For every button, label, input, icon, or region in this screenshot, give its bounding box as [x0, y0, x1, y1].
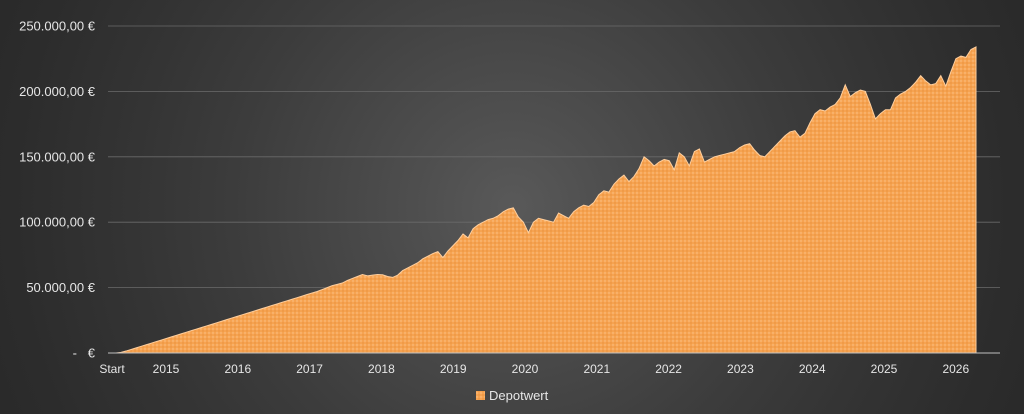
x-tick-label: 2022 [655, 362, 682, 376]
x-tick-label: 2024 [799, 362, 826, 376]
legend: Depotwert [476, 388, 549, 403]
x-tick-label: 2016 [224, 362, 251, 376]
y-tick-label: 100.000,00 € [19, 215, 96, 230]
x-tick-label: 2017 [296, 362, 323, 376]
y-tick-label: - € [73, 346, 96, 361]
x-tick-label: Start [99, 362, 125, 376]
legend-swatch-depotwert [476, 391, 485, 400]
x-tick-label: 2026 [942, 362, 969, 376]
x-axis-ticks: Start 2015 2016 2017 2018 2019 2020 2021 2022 202… [99, 362, 969, 376]
x-tick-label: 2025 [871, 362, 898, 376]
y-tick-label: 50.000,00 € [26, 280, 95, 295]
series-area-depotwert [115, 46, 977, 354]
legend-label-depotwert: Depotwert [489, 388, 549, 403]
y-tick-label: 250.000,00 € [19, 19, 96, 34]
x-tick-label: 2020 [512, 362, 539, 376]
y-tick-label: 200.000,00 € [19, 84, 96, 99]
x-tick-label: 2023 [727, 362, 754, 376]
x-tick-label: 2019 [440, 362, 467, 376]
y-tick-label: 150.000,00 € [19, 149, 96, 164]
x-tick-label: 2018 [368, 362, 395, 376]
x-tick-label: 2015 [153, 362, 180, 376]
area-layer [115, 46, 977, 354]
x-tick-label: 2021 [583, 362, 610, 376]
y-axis-ticks: 250.000,00 € 200.000,00 € 150.000,00 € 100.… [19, 19, 96, 361]
